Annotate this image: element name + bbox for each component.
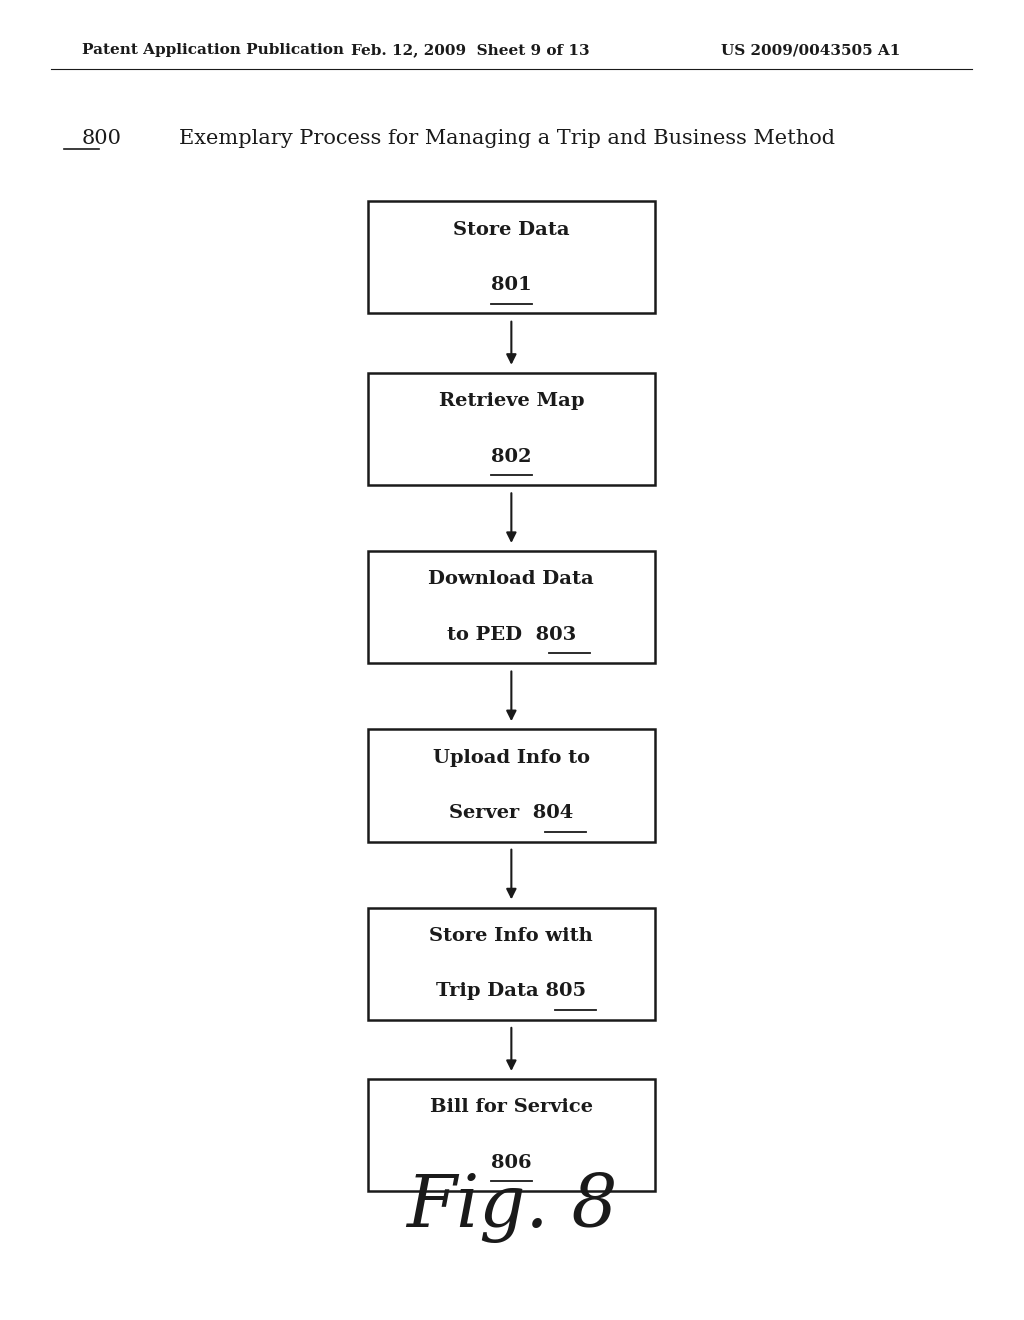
Text: Download Data: Download Data <box>428 570 594 589</box>
Text: Store Info with: Store Info with <box>429 927 593 945</box>
Text: Retrieve Map: Retrieve Map <box>438 392 584 411</box>
FancyBboxPatch shape <box>369 552 654 663</box>
Text: Trip Data 805: Trip Data 805 <box>436 982 587 1001</box>
Text: 801: 801 <box>490 276 531 294</box>
Text: Feb. 12, 2009  Sheet 9 of 13: Feb. 12, 2009 Sheet 9 of 13 <box>351 44 590 57</box>
Text: Upload Info to: Upload Info to <box>433 748 590 767</box>
Text: Fig. 8: Fig. 8 <box>406 1172 617 1243</box>
Text: 800: 800 <box>82 129 122 148</box>
Text: Server  804: Server 804 <box>450 804 573 822</box>
FancyBboxPatch shape <box>369 372 654 484</box>
FancyBboxPatch shape <box>369 1080 654 1191</box>
Text: Patent Application Publication: Patent Application Publication <box>82 44 344 57</box>
Text: 806: 806 <box>492 1154 531 1172</box>
Text: 802: 802 <box>492 447 531 466</box>
FancyBboxPatch shape <box>369 908 654 1019</box>
Text: to PED  803: to PED 803 <box>446 626 575 644</box>
FancyBboxPatch shape <box>369 201 654 313</box>
Text: US 2009/0043505 A1: US 2009/0043505 A1 <box>721 44 900 57</box>
Text: Store Data: Store Data <box>453 220 569 239</box>
Text: Bill for Service: Bill for Service <box>430 1098 593 1117</box>
FancyBboxPatch shape <box>369 729 654 842</box>
Text: Exemplary Process for Managing a Trip and Business Method: Exemplary Process for Managing a Trip an… <box>179 129 835 148</box>
